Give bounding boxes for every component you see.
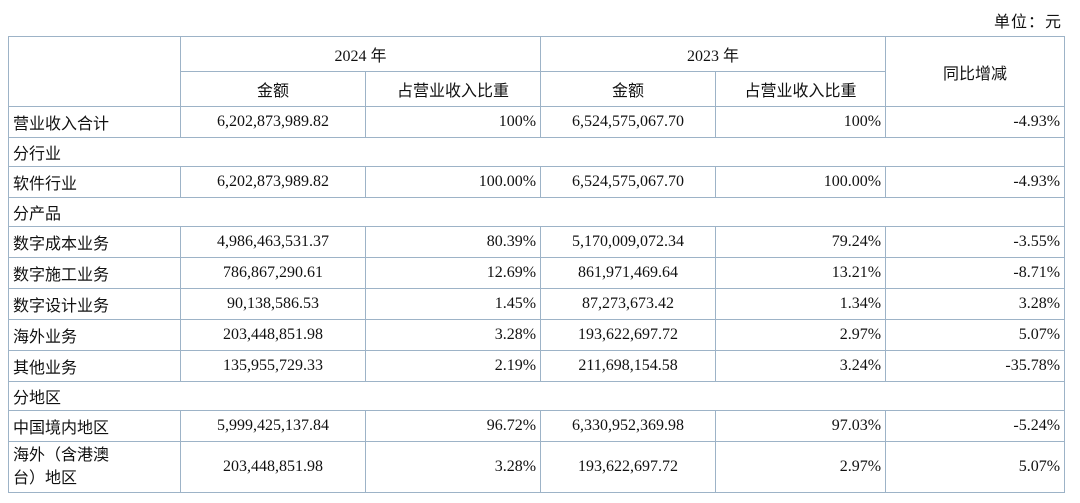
- proportion-2023: 1.34%: [715, 288, 887, 320]
- section-row-product: 分产品: [7, 197, 1066, 227]
- row-label: 海外业务: [8, 319, 181, 351]
- proportion-2023-header: 占营业收入比重: [715, 71, 887, 107]
- amount-2023: 87,273,673.42: [540, 288, 717, 320]
- header-row-measures: 金额 占营业收入比重 金额 占营业收入比重: [9, 71, 1065, 107]
- row-label-text: 海外（含港澳台）地区: [13, 447, 110, 488]
- row-label: 营业收入合计: [8, 106, 181, 138]
- revenue-breakdown-table: 2024 年 2023 年 同比增减 金额 占营业收入比重 金额 占营业收入比重…: [7, 36, 1066, 494]
- amount-2024: 6,202,873,989.82: [180, 106, 366, 138]
- header-row-years: 2024 年 2023 年 同比增减: [8, 36, 1066, 107]
- table-row-digital-design: 数字设计业务 90,138,586.53 1.45% 87,273,673.42…: [8, 288, 1066, 320]
- unit-label: 单位：元: [993, 14, 1062, 31]
- amount-2023: 193,622,697.72: [540, 440, 717, 494]
- yoy-value: -4.93%: [885, 106, 1066, 138]
- table-row-digital-construction: 数字施工业务 786,867,290.61 12.69% 861,971,469…: [8, 257, 1066, 289]
- proportion-2023: 13.21%: [715, 257, 887, 289]
- row-label: 软件行业: [8, 166, 181, 198]
- yoy-value: -3.55%: [885, 226, 1066, 258]
- amount-2024: 203,448,851.98: [180, 319, 366, 351]
- proportion-2024: 96.72%: [364, 410, 542, 442]
- amount-2023: 6,330,952,369.98: [540, 410, 717, 442]
- row-label: 数字设计业务: [8, 288, 181, 320]
- amount-2023: 6,524,575,067.70: [540, 106, 717, 138]
- proportion-2024: 2.19%: [364, 350, 542, 382]
- table-row-digital-cost: 数字成本业务 4,986,463,531.37 80.39% 5,170,009…: [8, 226, 1066, 258]
- amount-2023: 211,698,154.58: [540, 350, 717, 382]
- yoy-header: 同比增减: [885, 36, 1066, 107]
- row-label: 海外（含港澳台）地区: [8, 440, 181, 494]
- section-row-industry: 分行业: [7, 137, 1066, 167]
- yoy-value: -8.71%: [885, 257, 1066, 289]
- proportion-2024: 1.45%: [364, 288, 542, 320]
- amount-2023-header: 金额: [540, 71, 717, 107]
- proportion-2024-header: 占营业收入比重: [364, 71, 542, 107]
- proportion-2023: 100.00%: [715, 166, 887, 198]
- corner-cell: [8, 36, 181, 107]
- proportion-2023: 97.03%: [715, 410, 887, 442]
- yoy-value: 3.28%: [885, 288, 1066, 320]
- proportion-2024: 100%: [364, 106, 542, 138]
- proportion-2023: 2.97%: [715, 319, 887, 351]
- table-row-domestic-china: 中国境内地区 5,999,425,137.84 96.72% 6,330,952…: [8, 410, 1066, 442]
- proportion-2023: 79.24%: [715, 226, 887, 258]
- yoy-value: -5.24%: [885, 410, 1066, 442]
- yoy-value: -4.93%: [885, 166, 1066, 198]
- amount-2023: 193,622,697.72: [540, 319, 717, 351]
- proportion-2024: 100.00%: [364, 166, 542, 198]
- proportion-2024: 80.39%: [364, 226, 542, 258]
- proportion-2024: 12.69%: [364, 257, 542, 289]
- proportion-2024: 3.28%: [364, 319, 542, 351]
- section-label: 分地区: [7, 381, 1066, 411]
- proportion-2023: 3.24%: [715, 350, 887, 382]
- table-row-overseas-business: 海外业务 203,448,851.98 3.28% 193,622,697.72…: [8, 319, 1066, 351]
- table-row-overseas-region: 海外（含港澳台）地区 203,448,851.98 3.28% 193,622,…: [8, 440, 1066, 494]
- year-2023-header: 2023 年: [540, 36, 887, 72]
- section-label: 分产品: [7, 197, 1066, 227]
- table-row-total: 营业收入合计 6,202,873,989.82 100% 6,524,575,0…: [8, 106, 1066, 138]
- amount-2024: 5,999,425,137.84: [180, 410, 366, 442]
- amount-2023: 861,971,469.64: [540, 257, 717, 289]
- section-label: 分行业: [7, 137, 1066, 167]
- row-label: 数字成本业务: [8, 226, 181, 258]
- proportion-2023: 100%: [715, 106, 887, 138]
- amount-2024-header: 金额: [180, 71, 366, 107]
- table-row-other-business: 其他业务 135,955,729.33 2.19% 211,698,154.58…: [8, 350, 1066, 382]
- proportion-2024: 3.28%: [364, 440, 542, 494]
- amount-2023: 6,524,575,067.70: [540, 166, 717, 198]
- yoy-value: -35.78%: [885, 350, 1066, 382]
- amount-2024: 203,448,851.98: [180, 440, 366, 494]
- amount-2024: 4,986,463,531.37: [180, 226, 366, 258]
- amount-2024: 135,955,729.33: [180, 350, 366, 382]
- amount-2024: 786,867,290.61: [180, 257, 366, 289]
- yoy-value: 5.07%: [885, 319, 1066, 351]
- row-label: 中国境内地区: [8, 410, 181, 442]
- row-label: 数字施工业务: [8, 257, 181, 289]
- proportion-2023: 2.97%: [715, 440, 887, 494]
- table-row-software: 软件行业 6,202,873,989.82 100.00% 6,524,575,…: [8, 166, 1066, 198]
- year-2024-header: 2024 年: [179, 36, 542, 72]
- yoy-value: 5.07%: [885, 440, 1066, 494]
- row-label: 其他业务: [8, 350, 181, 382]
- amount-2024: 90,138,586.53: [180, 288, 366, 320]
- amount-2023: 5,170,009,072.34: [540, 226, 717, 258]
- amount-2024: 6,202,873,989.82: [180, 166, 366, 198]
- section-row-region: 分地区: [7, 381, 1066, 411]
